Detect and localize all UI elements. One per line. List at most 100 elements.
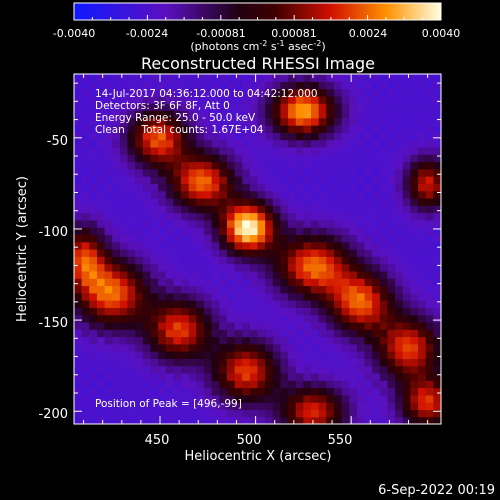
heatmap-pixel — [402, 387, 412, 396]
heatmap-pixel — [165, 219, 174, 228]
heatmap-pixel — [81, 183, 90, 192]
heatmap-pixel — [257, 307, 266, 316]
heatmap-pixel — [257, 270, 266, 279]
heatmap-pixel — [364, 270, 373, 279]
heatmap-pixel — [257, 351, 266, 359]
heatmap-pixel — [173, 402, 182, 411]
heatmap-pixel — [242, 81, 251, 90]
heatmap-pixel — [104, 270, 113, 279]
heatmap-pixel — [349, 387, 358, 396]
heatmap-pixel — [272, 74, 282, 82]
heatmap-pixel — [89, 88, 98, 97]
heatmap-pixel — [433, 197, 441, 206]
heatmap-pixel — [433, 387, 441, 396]
heatmap-pixel — [135, 358, 144, 367]
heatmap-pixel — [127, 336, 136, 345]
heatmap-pixel — [135, 212, 144, 221]
heatmap-pixel — [379, 314, 389, 323]
heatmap-pixel — [395, 154, 404, 163]
heatmap-pixel — [341, 103, 350, 112]
heatmap-pixel — [165, 409, 174, 418]
heatmap-pixel — [433, 205, 441, 214]
heatmap-pixel — [395, 343, 404, 352]
heatmap-pixel — [318, 402, 327, 411]
heatmap-pixel — [104, 125, 113, 133]
heatmap-pixel — [249, 139, 259, 148]
heatmap-pixel — [311, 81, 320, 90]
heatmap-pixel — [280, 74, 289, 82]
heatmap-pixel — [341, 372, 350, 381]
footer-date: 6-Sep-2022 00:19 — [378, 483, 495, 498]
heatmap-pixel — [234, 336, 243, 345]
heatmap-pixel — [96, 343, 106, 352]
heatmap-pixel — [74, 161, 83, 170]
heatmap-pixel — [242, 321, 251, 330]
info-energy-range: Energy Range: 25.0 - 50.0 keV — [95, 112, 256, 124]
heatmap-pixel — [150, 387, 159, 396]
heatmap-pixel — [249, 336, 259, 345]
heatmap-pixel — [257, 314, 266, 323]
heatmap-pixel — [318, 154, 327, 163]
heatmap-pixel — [242, 329, 251, 338]
heatmap-pixel — [211, 154, 220, 163]
heatmap-pixel — [203, 146, 213, 155]
heatmap-pixel — [203, 161, 213, 170]
heatmap-pixel — [410, 329, 419, 338]
heatmap-pixel — [425, 117, 434, 126]
heatmap-pixel — [211, 380, 220, 389]
heatmap-pixel — [127, 161, 136, 170]
heatmap-pixel — [203, 117, 213, 126]
heatmap-pixel — [303, 409, 312, 418]
heatmap-pixel — [211, 402, 220, 411]
heatmap-pixel — [433, 146, 441, 155]
heatmap-pixel — [181, 139, 190, 148]
heatmap-pixel — [425, 278, 434, 287]
heatmap-pixel — [226, 88, 236, 97]
heatmap-pixel — [165, 387, 174, 396]
heatmap-pixel — [402, 372, 412, 381]
heatmap-pixel — [226, 270, 236, 279]
heatmap-pixel — [272, 270, 282, 279]
heatmap-pixel — [226, 249, 236, 257]
heatmap-pixel — [104, 161, 113, 170]
heatmap-pixel — [387, 103, 396, 112]
heatmap-pixel — [311, 409, 320, 418]
heatmap-pixel — [196, 402, 205, 411]
heatmap-pixel — [226, 278, 236, 287]
heatmap-pixel — [326, 125, 335, 133]
heatmap-pixel — [272, 416, 282, 424]
heatmap-pixel — [211, 285, 220, 294]
heatmap-pixel — [295, 81, 304, 90]
heatmap-pixel — [142, 154, 152, 163]
heatmap-pixel — [119, 307, 129, 316]
heatmap-pixel — [165, 343, 174, 352]
heatmap-pixel — [249, 409, 259, 418]
heatmap-pixel — [158, 197, 167, 206]
heatmap-pixel — [372, 139, 381, 148]
heatmap-pixel — [356, 256, 366, 265]
heatmap-pixel — [295, 270, 304, 279]
heatmap-pixel — [165, 183, 174, 192]
heatmap-pixel — [379, 183, 389, 192]
heatmap-pixel — [181, 292, 190, 301]
heatmap-pixel — [203, 329, 213, 338]
heatmap-pixel — [242, 190, 251, 199]
heatmap-pixel — [288, 256, 297, 265]
heatmap-pixel — [81, 394, 90, 403]
heatmap-pixel — [265, 219, 274, 228]
heatmap-pixel — [387, 241, 396, 250]
heatmap-pixel — [379, 300, 389, 308]
heatmap-pixel — [395, 176, 404, 184]
heatmap-pixel — [74, 117, 83, 126]
heatmap-pixel — [242, 343, 251, 352]
heatmap-pixel — [265, 176, 274, 184]
heatmap-pixel — [349, 74, 358, 82]
heatmap-pixel — [81, 103, 90, 112]
heatmap-pixel — [74, 263, 83, 272]
heatmap-pixel — [89, 212, 98, 221]
heatmap-pixel — [341, 227, 350, 236]
heatmap-pixel — [74, 219, 83, 228]
heatmap-pixel — [349, 249, 358, 257]
heatmap-pixel — [96, 95, 106, 104]
heatmap-pixel — [280, 300, 289, 308]
